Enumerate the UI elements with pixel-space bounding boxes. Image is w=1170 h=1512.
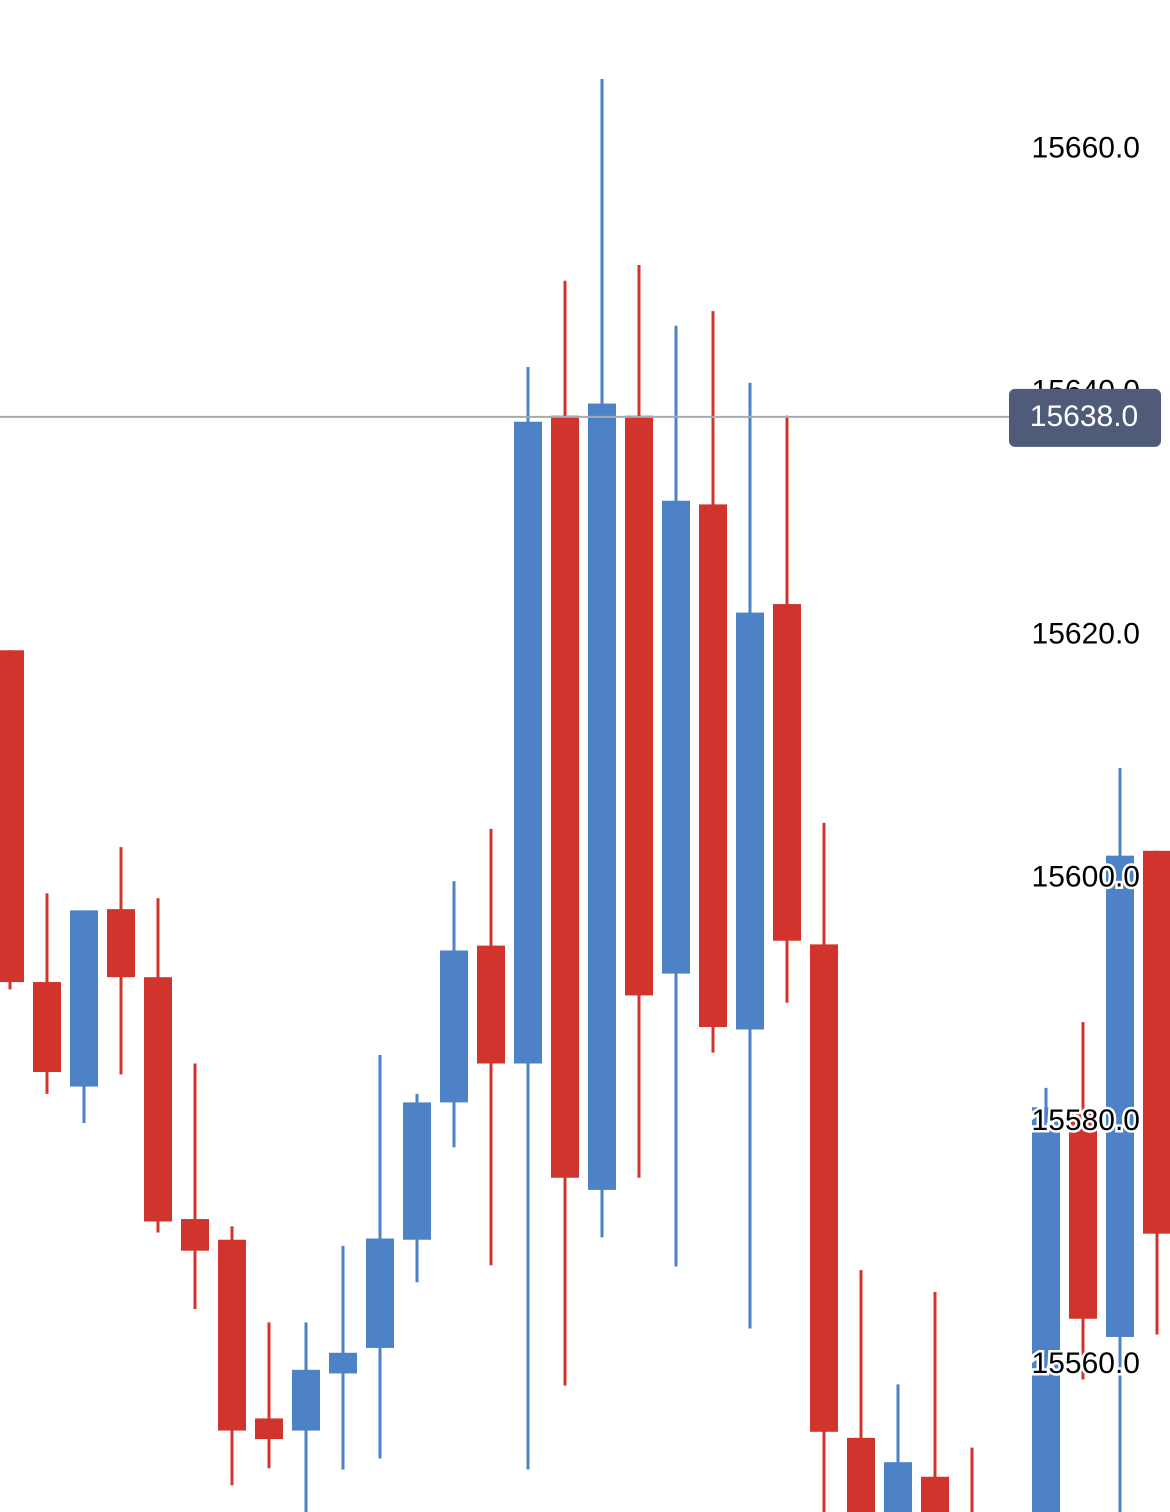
candle-body — [736, 612, 764, 1030]
y-tick-label: 15560.0 — [1032, 1347, 1140, 1380]
candle-body — [107, 909, 135, 978]
candle-body — [218, 1239, 246, 1431]
candle-body — [329, 1352, 357, 1374]
candle-body — [1106, 855, 1134, 1337]
y-tick-label: 15620.0 — [1032, 618, 1140, 651]
candle-body — [292, 1369, 320, 1431]
candle-body — [921, 1476, 949, 1512]
candle-body — [551, 415, 579, 1178]
candle-body — [514, 421, 542, 1064]
candle-body — [70, 910, 98, 1087]
candle-body — [366, 1238, 394, 1348]
candle-body — [477, 945, 505, 1064]
candle-body — [884, 1462, 912, 1512]
candle-body — [662, 500, 690, 974]
candle-body — [625, 415, 653, 996]
candle-body — [33, 982, 61, 1073]
y-tick-label: 15660.0 — [1032, 131, 1140, 164]
candle-body — [847, 1437, 875, 1512]
candle-body — [181, 1219, 209, 1251]
candle-body — [144, 977, 172, 1222]
candle-body — [1032, 1107, 1060, 1512]
candle-body — [255, 1418, 283, 1440]
crosshair-label: 15638.0 — [1030, 400, 1138, 433]
candle-body — [773, 604, 801, 941]
candle-body — [699, 504, 727, 1028]
candle-body — [403, 1102, 431, 1240]
crosshair-label-bg — [1009, 388, 1161, 447]
y-tick-label: 15580.0 — [1032, 1104, 1140, 1137]
candle-body — [1069, 1109, 1097, 1319]
y-tick-label: 15600.0 — [1032, 861, 1140, 894]
candle-body — [440, 950, 468, 1103]
candle-body — [0, 650, 24, 983]
candle-body — [1143, 850, 1170, 1234]
candle-body — [588, 403, 616, 1190]
candle-body — [810, 944, 838, 1432]
